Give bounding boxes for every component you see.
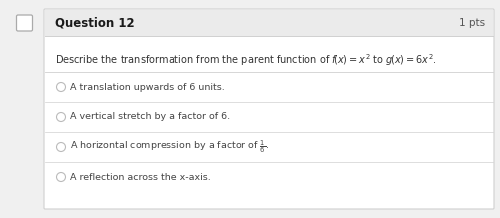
- Bar: [45, 10, 493, 36]
- FancyBboxPatch shape: [44, 9, 494, 209]
- Text: A horizontal compression by a factor of $\frac{1}{6}$.: A horizontal compression by a factor of …: [70, 138, 270, 155]
- Circle shape: [56, 82, 66, 92]
- Text: Describe the transformation from the parent function of $f\!\left(x\right) = x^2: Describe the transformation from the par…: [55, 52, 436, 68]
- Text: A vertical stretch by a factor of 6.: A vertical stretch by a factor of 6.: [70, 112, 231, 121]
- Text: A translation upwards of 6 units.: A translation upwards of 6 units.: [70, 82, 225, 92]
- Circle shape: [56, 172, 66, 182]
- Circle shape: [56, 143, 66, 152]
- Text: 1 pts: 1 pts: [459, 18, 485, 28]
- Circle shape: [56, 112, 66, 121]
- Text: Question 12: Question 12: [55, 17, 134, 29]
- Text: A reflection across the x-axis.: A reflection across the x-axis.: [70, 172, 211, 182]
- FancyBboxPatch shape: [16, 15, 32, 31]
